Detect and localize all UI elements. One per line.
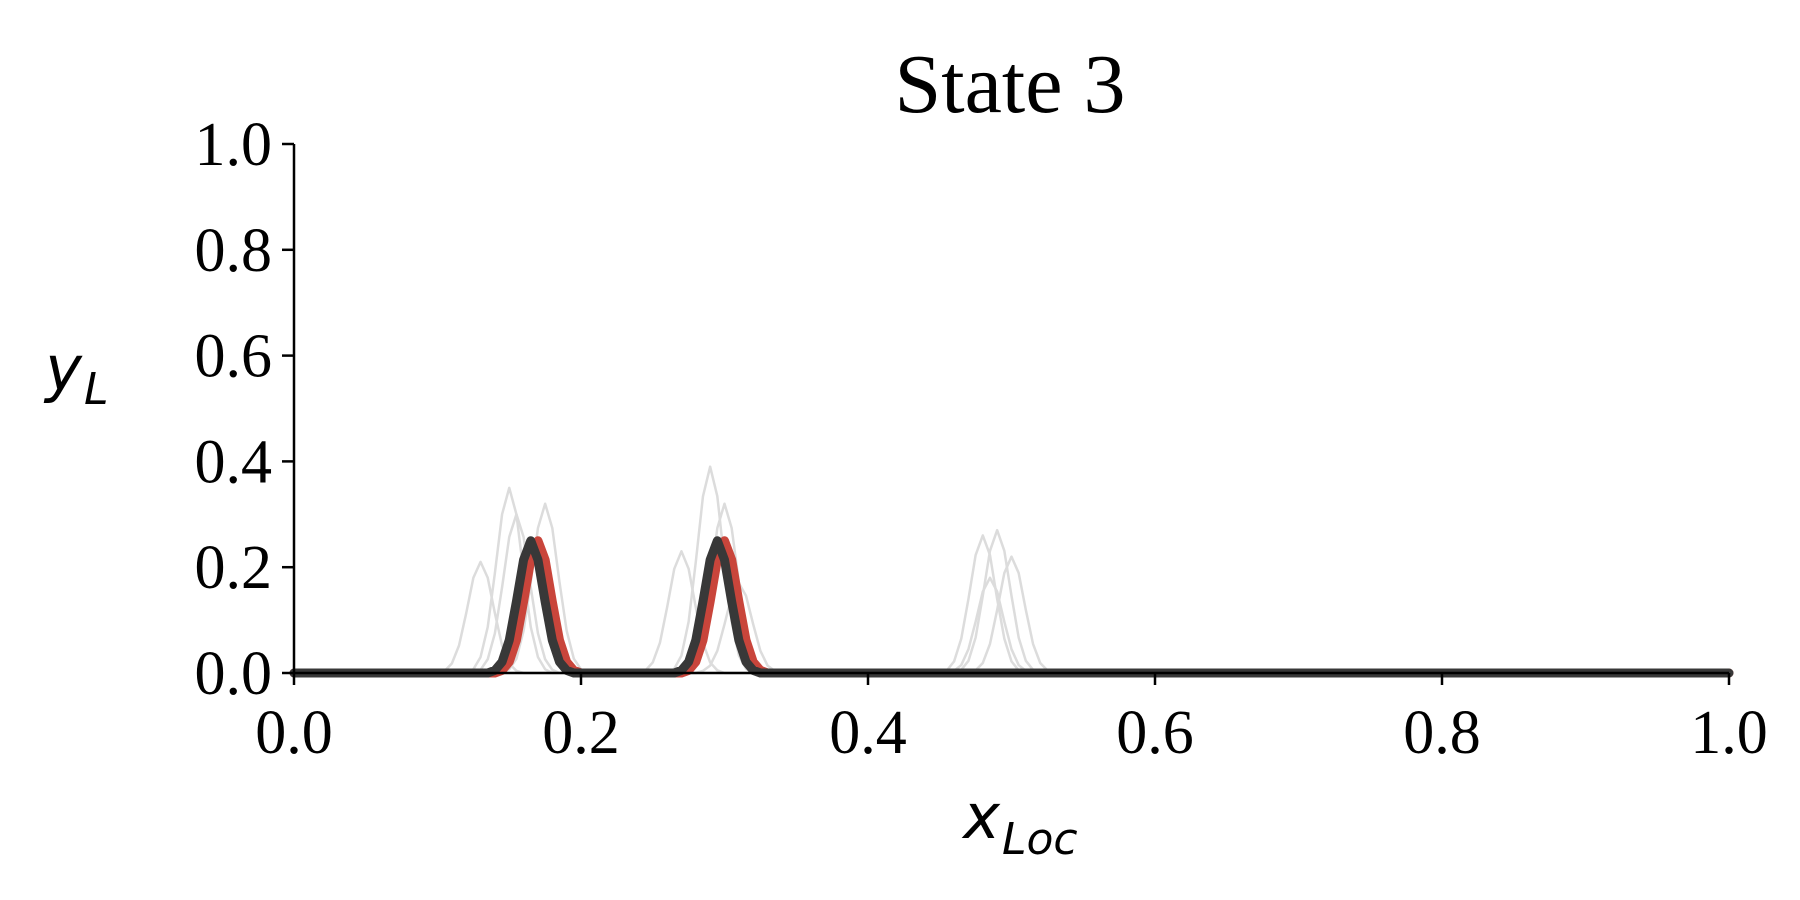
x-tick-label: 1.0 bbox=[1690, 699, 1768, 767]
y-tick-label: 0.6 bbox=[195, 323, 273, 391]
data-line bbox=[292, 465, 1731, 675]
data-line bbox=[289, 536, 1734, 678]
x-tick-label: 0.2 bbox=[542, 699, 620, 767]
x-axis-label: x bbox=[961, 780, 1001, 853]
y-tick-label: 0.2 bbox=[195, 534, 273, 602]
y-tick-label: 0.4 bbox=[195, 428, 273, 496]
y-tick-label: 1.0 bbox=[195, 111, 273, 179]
y-axis-label: y bbox=[43, 332, 83, 405]
y-tick-label: 0.0 bbox=[195, 640, 273, 708]
x-tick-label: 0.8 bbox=[1403, 699, 1481, 767]
chart-title: State 3 bbox=[895, 38, 1126, 131]
y-axis-label-sub: L bbox=[84, 364, 109, 415]
x-axis-label-sub: Loc bbox=[1002, 814, 1078, 865]
x-tick-label: 0.4 bbox=[829, 699, 907, 767]
x-tick-label: 0.6 bbox=[1116, 699, 1194, 767]
x-tick-label: 0.0 bbox=[255, 699, 333, 767]
y-tick-label: 0.8 bbox=[195, 217, 273, 285]
